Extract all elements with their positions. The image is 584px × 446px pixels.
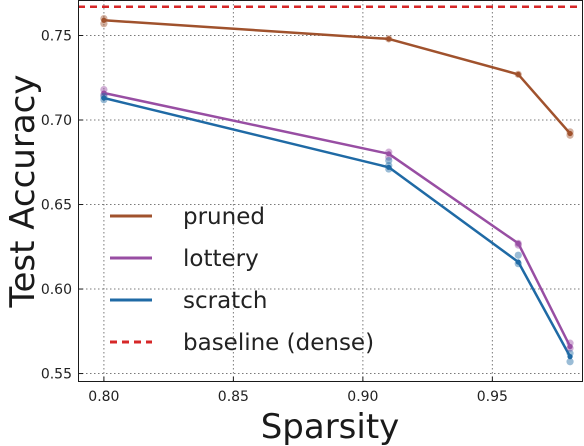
legend: pruned lottery scratch baseline (dense): [110, 204, 374, 356]
y-tick-label: 0.55: [41, 367, 72, 383]
lottery-mean-point: [101, 90, 107, 96]
series-lines: [103, 19, 572, 358]
pruned-mean-point: [386, 36, 392, 42]
scratch-mean-point: [515, 259, 521, 265]
scratch-mean-point: [101, 95, 107, 101]
lottery-mean-point: [515, 240, 521, 246]
lottery-mean-point: [386, 151, 392, 157]
plot-frame: [78, 0, 583, 382]
y-tick-label: 0.60: [41, 282, 72, 298]
lottery-mean-point: [567, 343, 573, 350]
lottery-line: [103, 91, 572, 348]
legend-label: baseline (dense): [183, 330, 374, 356]
pruned-mean-point: [101, 17, 107, 23]
y-tick-label: 0.65: [41, 198, 72, 214]
scratch-run-point: [514, 251, 522, 259]
x-tick-label: 0.90: [347, 389, 378, 405]
scratch-mean-point: [567, 354, 573, 360]
pruned-mean-point: [515, 71, 521, 77]
pruned-line: [103, 19, 572, 135]
y-tick-labels: 0.55 0.60 0.65 0.70 0.75: [41, 28, 72, 382]
y-tick-label: 0.70: [41, 113, 72, 129]
y-axis-label: Test Accuracy: [3, 75, 43, 309]
legend-label: lottery: [183, 246, 259, 272]
x-tick-labels: 0.80 0.85 0.90 0.95: [88, 389, 508, 405]
pruned-mean-point: [567, 130, 573, 137]
plot-background: [78, 0, 583, 382]
x-tick-label: 0.85: [218, 389, 249, 405]
x-tick-label: 0.95: [477, 389, 508, 405]
scratch-run-point: [385, 156, 393, 165]
scratch-run-point: [566, 358, 574, 366]
scratch-line: [103, 96, 572, 358]
scratch-mean-point: [386, 164, 392, 170]
legend-label: pruned: [183, 204, 265, 230]
legend-label: scratch: [183, 288, 267, 314]
y-tick-label: 0.75: [41, 28, 72, 44]
data-points: [100, 14, 574, 366]
x-tick-label: 0.80: [88, 389, 119, 405]
x-axis-label: Sparsity: [261, 407, 400, 446]
